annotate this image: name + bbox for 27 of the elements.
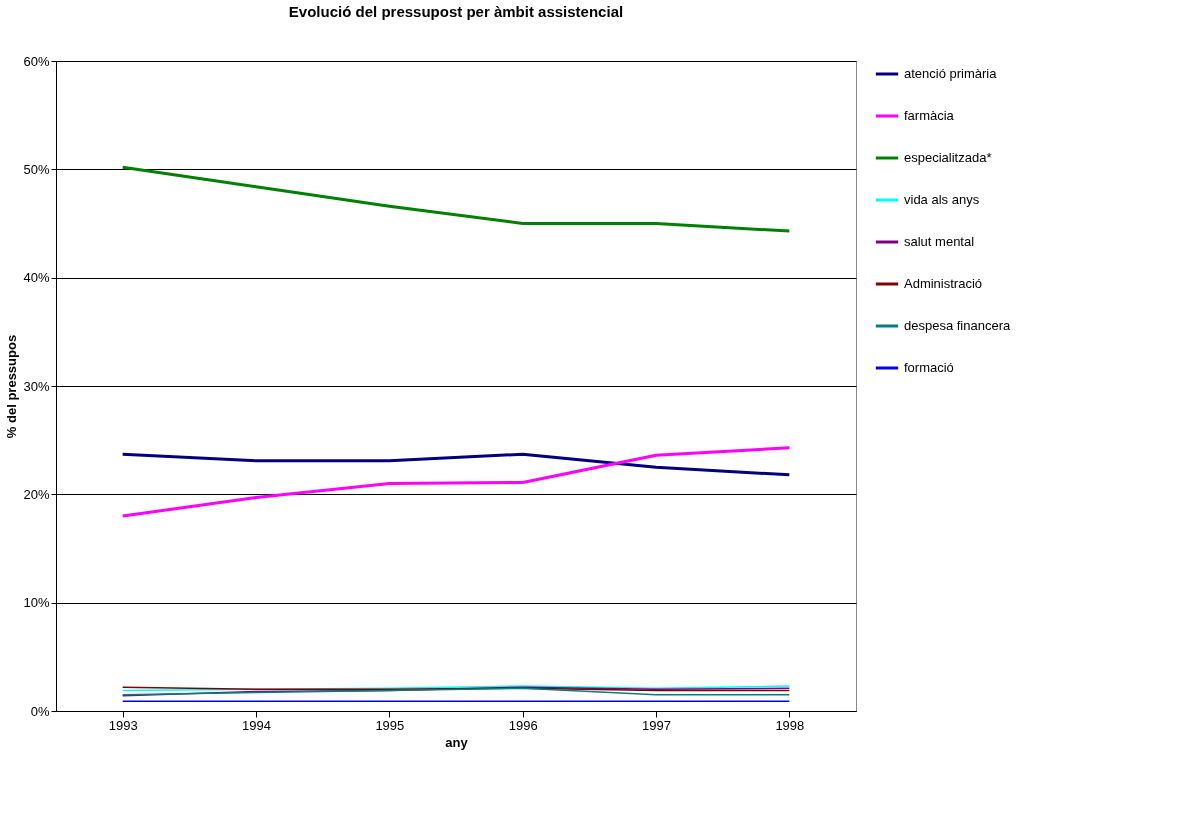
x-tick-label: 1995	[375, 717, 405, 733]
legend-label: formació	[904, 360, 954, 375]
legend-label: atenció primària	[904, 66, 998, 81]
x-tick-label: 1993	[108, 717, 138, 733]
y-tick-label: 40%	[23, 270, 50, 286]
line-series	[121, 165, 791, 233]
y-tick-label: 60%	[23, 53, 50, 69]
legend-label: farmàcia	[904, 108, 955, 123]
y-axis-title: % del pressupos	[4, 334, 20, 439]
legend-label: especialitzada*	[904, 150, 992, 165]
legend-label: salut mental	[904, 234, 975, 249]
y-tick-label: 10%	[23, 595, 50, 611]
legend-label: Administració	[904, 276, 983, 291]
line-series	[121, 446, 791, 518]
y-tick-label: 0%	[30, 703, 50, 719]
legend-label: despesa financera	[904, 318, 1012, 333]
x-axis-title: any	[445, 734, 469, 750]
x-tick-label: 1998	[775, 717, 805, 733]
y-tick-label: 20%	[23, 486, 50, 502]
x-tick-label: 1994	[242, 717, 271, 733]
line-series	[121, 452, 791, 477]
chart-title: Evolució del pressupost per àmbit assistencial	[288, 3, 624, 20]
y-tick-label: 50%	[23, 161, 50, 177]
x-tick-label: 1997	[642, 717, 671, 733]
x-tick-label: 1996	[508, 717, 538, 733]
legend-label: vida als anys	[904, 192, 980, 207]
y-tick-label: 30%	[23, 378, 50, 394]
